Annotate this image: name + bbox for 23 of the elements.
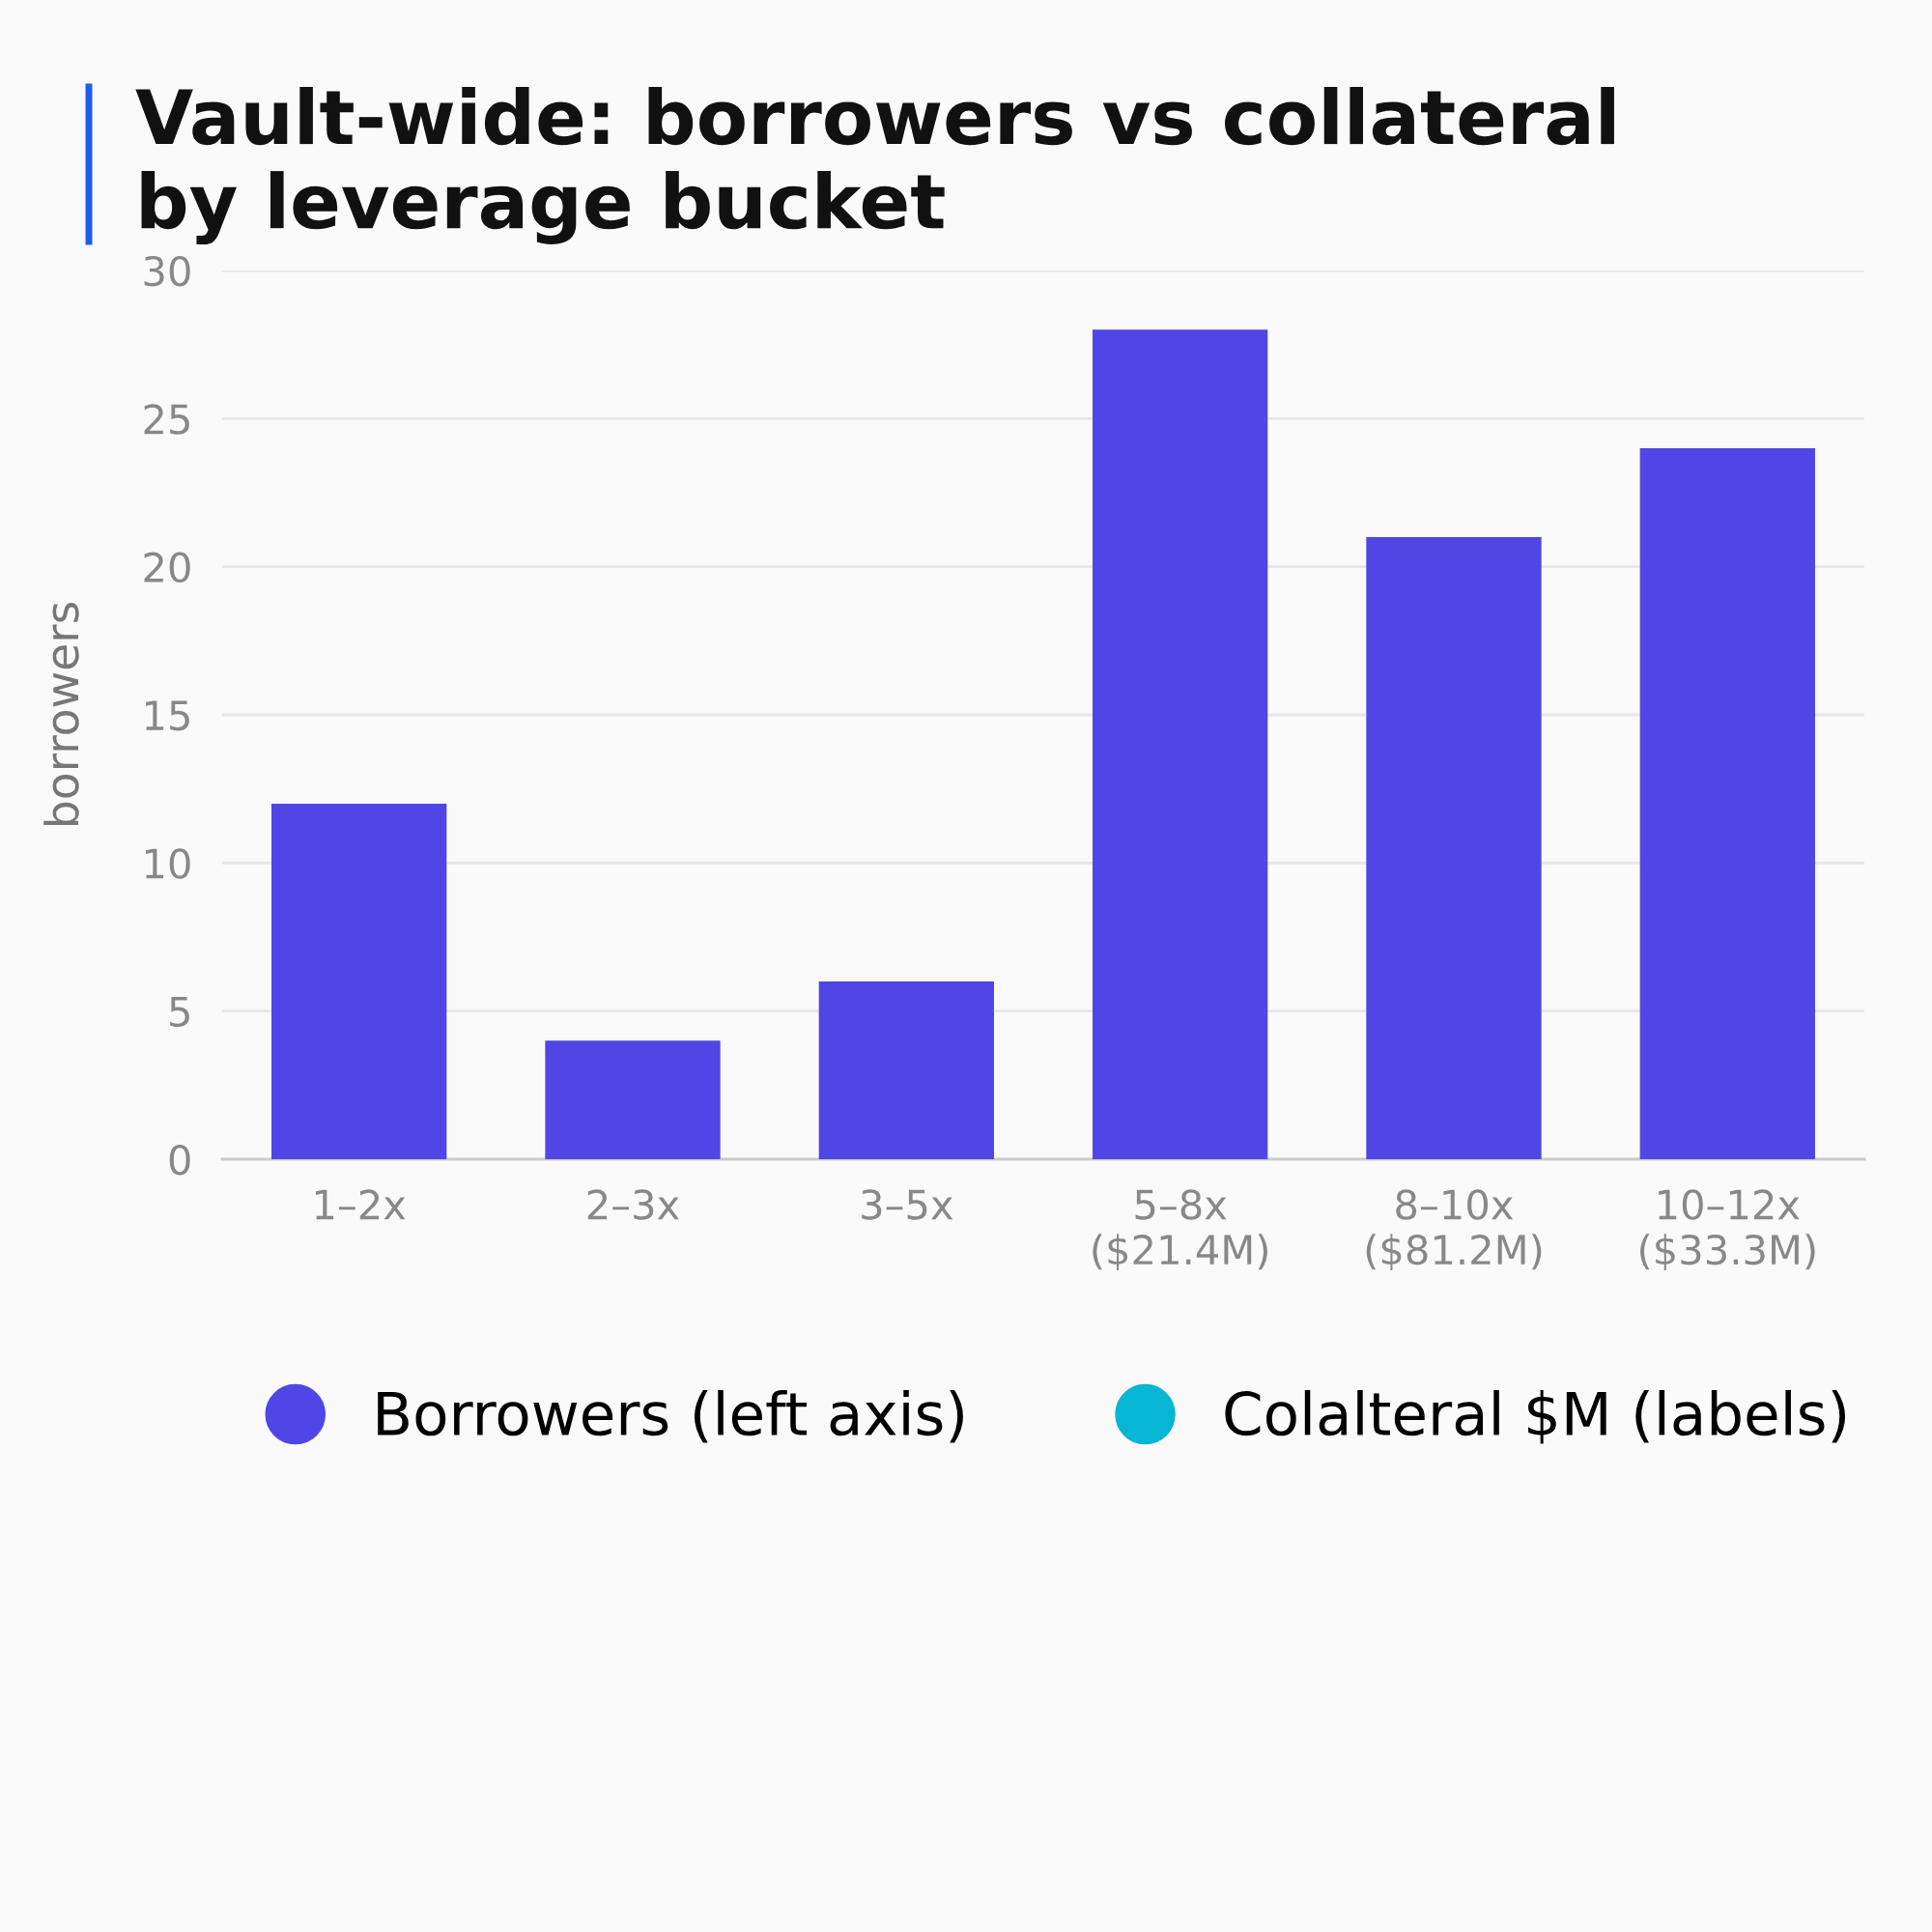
x-tick-label: 1–2x <box>315 1189 406 1220</box>
bar <box>818 981 994 1159</box>
y-tick-label: 0 <box>169 1144 190 1176</box>
bar <box>1366 537 1542 1159</box>
bar <box>1093 329 1268 1159</box>
y-tick-label: 25 <box>144 404 189 435</box>
legend-label: Colalteral $M (labels) <box>1225 1390 1846 1444</box>
legend-label: Borrowers (left axis) <box>378 1390 963 1443</box>
y-tick-label: 15 <box>146 700 189 731</box>
y-tick-label: 5 <box>170 997 189 1028</box>
bar <box>271 804 447 1159</box>
x-tick-label: 8–10x ($81.2M) <box>1366 1189 1542 1270</box>
y-tick-label: 30 <box>144 255 190 287</box>
y-tick-label: 10 <box>146 848 190 879</box>
x-tick-label: 3–5x <box>862 1189 953 1220</box>
y-axis-title: borrowers <box>43 603 79 825</box>
y-tick-label: 20 <box>144 552 190 583</box>
x-tick-label: 10–12x ($33.3M) <box>1640 1189 1815 1270</box>
bar <box>545 1040 721 1159</box>
bar <box>1639 448 1815 1159</box>
chart-title: Vault-wide: borrowers vs collateral by leverage bucket <box>135 87 1614 244</box>
x-tick-label: 2–3x <box>587 1189 679 1220</box>
x-tick-label: 5–8x ($21.4M) <box>1093 1189 1267 1270</box>
